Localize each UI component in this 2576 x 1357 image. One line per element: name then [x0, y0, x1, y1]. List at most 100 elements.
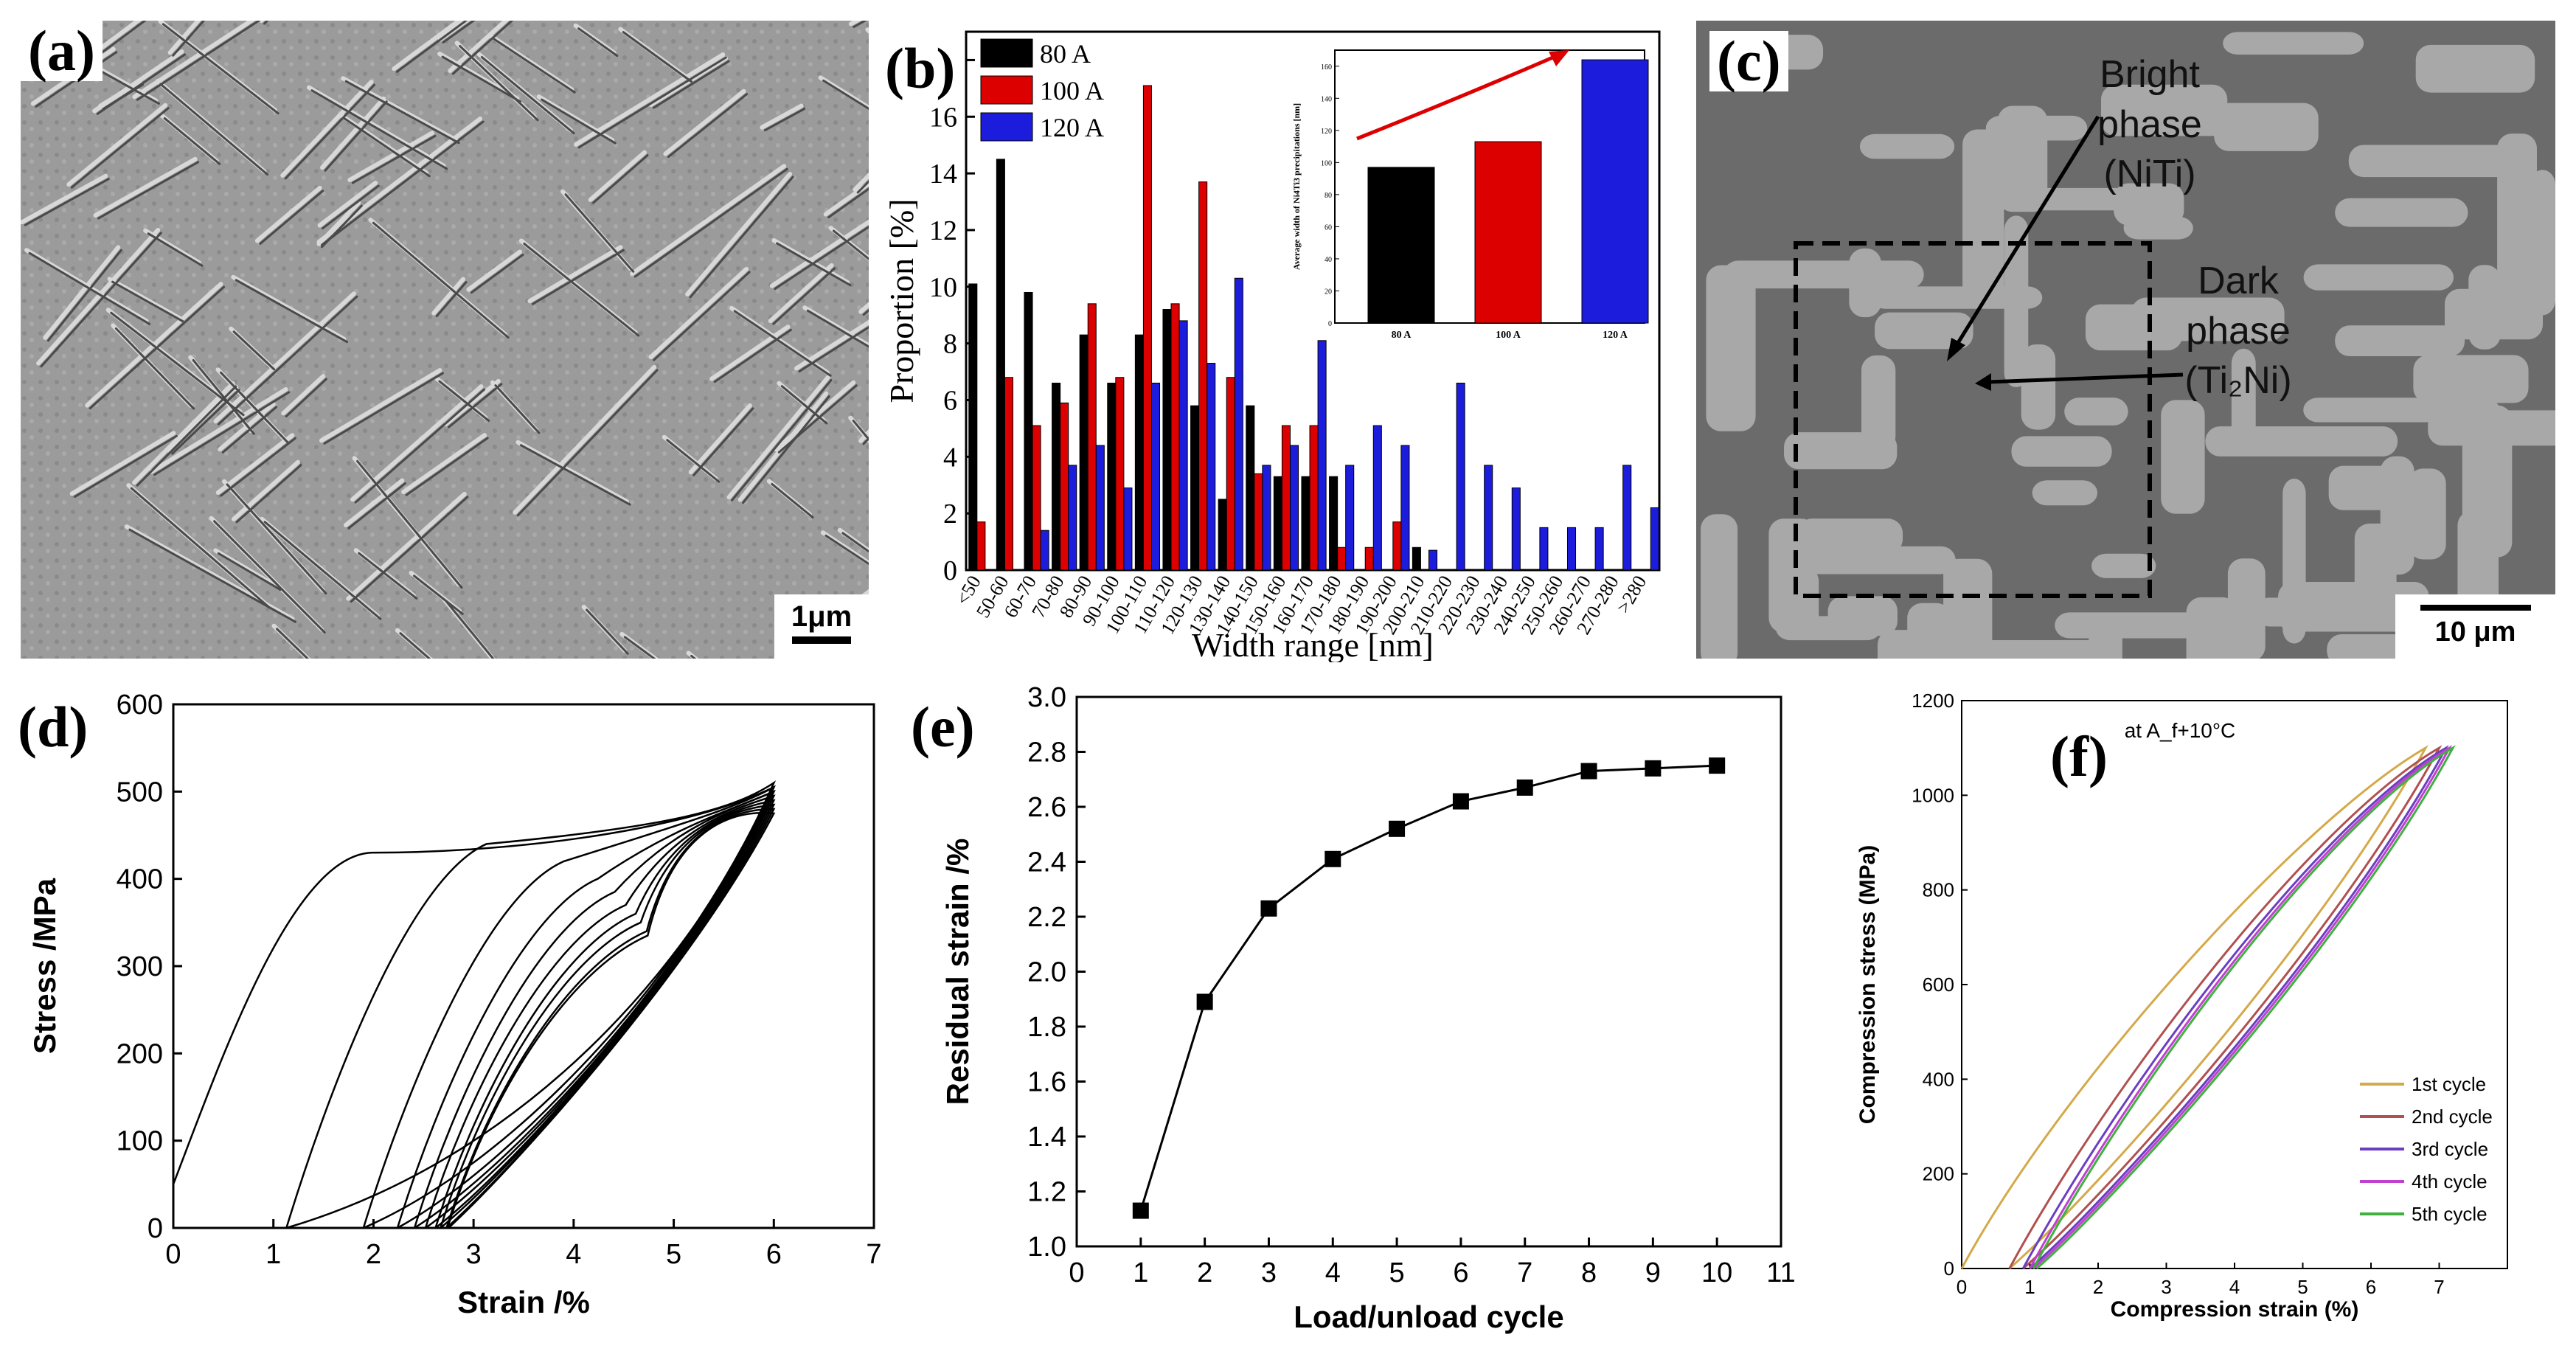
bright-phase-region: [1859, 133, 1955, 159]
bright-phase-region: [2303, 398, 2500, 423]
bar-100-a: [1226, 377, 1235, 571]
bar-100-a: [1060, 402, 1069, 571]
bar-80-a: [1107, 382, 1117, 571]
needle-shadow: [172, 21, 206, 57]
x-tick-label: 10: [1701, 1257, 1732, 1288]
needle-shadow: [633, 167, 788, 278]
needle-shadow: [832, 229, 869, 260]
needle: [648, 266, 749, 360]
needle-shadow: [111, 280, 184, 323]
y-tick-label: 200: [117, 1038, 163, 1069]
needle: [107, 277, 182, 321]
x-axis-label: Load/unload cycle: [1294, 1299, 1563, 1334]
needle: [574, 52, 726, 147]
bar-100-a: [1087, 303, 1097, 571]
needle-shadow: [666, 439, 721, 483]
series-line: [1139, 764, 1718, 1212]
x-tick-label: 3: [466, 1239, 482, 1270]
panel-label: (f): [2050, 724, 2108, 788]
x-tick-label: 4: [1325, 1257, 1341, 1288]
needle-shadow: [564, 193, 635, 273]
sem-texture-a: [21, 21, 869, 659]
needle-shadow: [622, 31, 692, 83]
y-axis-label: Proportion [%]: [883, 198, 920, 403]
annotation-bright-phase: Bright phase (NiTi): [2097, 53, 2202, 196]
bar-120-a: [1345, 465, 1355, 571]
needle-shadow: [354, 388, 486, 504]
needle: [98, 79, 142, 108]
trend-arrow: [1356, 54, 1557, 141]
sem-image-c: [1696, 21, 2555, 659]
needle: [726, 375, 830, 500]
needle: [401, 433, 487, 495]
panel-f: 0 1 2 3 4 5 6 7 0 200 400 600 800 1000 1200 Compression…: [1844, 675, 2566, 1342]
needle-shadow: [97, 161, 200, 220]
needle: [760, 103, 804, 130]
y-tick-label: 1.8: [1027, 1012, 1066, 1043]
bright-phase-region: [1796, 518, 1903, 554]
x-axis-label: Compression strain (%): [2111, 1297, 2359, 1322]
bar-120-a: [1040, 530, 1049, 571]
needle-shadow: [114, 327, 195, 410]
panel-a: (a) 1μm: [21, 21, 869, 659]
x-axis-label: Strain /%: [457, 1285, 590, 1319]
needle-shadow: [70, 107, 170, 189]
needle-shadow: [219, 371, 290, 445]
needle-shadow: [806, 309, 869, 348]
trend-arrow-head: [1549, 50, 1569, 66]
legend-swatch: [980, 75, 1033, 105]
needle-shadow: [731, 379, 833, 502]
arrow-dark: [1987, 372, 2184, 384]
needle: [317, 181, 378, 228]
y-tick-label: 500: [117, 777, 163, 808]
data-point: [1132, 1202, 1149, 1219]
cycle-curve: [2021, 745, 2449, 1270]
bright-phase-region: [2032, 480, 2098, 506]
bar-100-a: [1254, 473, 1263, 571]
inset-bar: [1367, 167, 1435, 324]
needle: [448, 21, 510, 73]
bar-80-a: [1329, 476, 1339, 571]
bar-80-a: [996, 159, 1005, 571]
chart-d: 0 1 2 3 4 5 6 7 0 100 200 300 400 500 600 Strain /% Stre…: [27, 690, 882, 1319]
needle: [768, 263, 834, 324]
bar-120-a: [1095, 445, 1105, 571]
needle-shadow: [733, 310, 832, 377]
needle: [527, 245, 623, 304]
bright-phase-region: [2064, 398, 2128, 426]
chart-b: 024681012141618<5050-6060-7070-8080-9090…: [883, 30, 1661, 664]
needle-shadow: [147, 232, 204, 267]
bright-phase-region: [1869, 286, 2043, 309]
hysteresis-curve: [413, 789, 776, 1229]
y-tick-label: 8: [943, 329, 957, 360]
sem-texture-c: [1696, 21, 2555, 659]
bar-100-a: [1032, 425, 1041, 571]
x-tick-label: 7: [1517, 1257, 1532, 1288]
data-point: [1709, 757, 1726, 774]
y-tick-label: 2.0: [1027, 957, 1066, 988]
needle-shadow: [853, 21, 868, 28]
bright-phase-region: [2011, 436, 2112, 467]
hysteresis-curve: [446, 811, 776, 1229]
bar-120-a: [1178, 320, 1188, 571]
needle: [167, 21, 201, 55]
bright-phase-region: [2214, 103, 2319, 151]
needle-shadow: [235, 279, 349, 344]
bright-phase-region: [2021, 344, 2056, 430]
hysteresis-curve: [440, 803, 776, 1229]
needle-shadow: [226, 483, 327, 595]
bright-phase-region: [2131, 297, 2285, 341]
bright-phase-region: [1706, 265, 1756, 431]
bright-phase-region: [1775, 616, 1881, 641]
bright-phase-region: [2186, 597, 2237, 659]
needle: [688, 403, 752, 475]
bar-100-a: [1170, 303, 1180, 571]
needle-shadow: [531, 249, 625, 305]
bright-phase-region: [2335, 198, 2468, 227]
bright-phase-region: [1962, 640, 2122, 659]
needle-shadow: [232, 330, 276, 371]
legend-swatch: [980, 38, 1033, 68]
y-tick-label: 2.6: [1027, 792, 1066, 823]
bright-phase-region: [1943, 558, 1993, 659]
bright-phase-region: [2462, 405, 2513, 558]
